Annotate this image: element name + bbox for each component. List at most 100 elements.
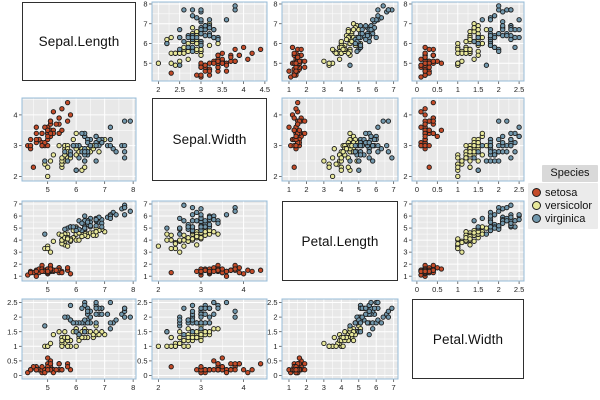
svg-text:0: 0 (143, 371, 147, 380)
svg-text:3: 3 (13, 248, 17, 257)
scatter-panel-row3-col1: 5 6 7 8 1 2 3 4 5 6 7 (13, 200, 137, 294)
svg-text:2: 2 (13, 260, 17, 269)
svg-text:7: 7 (392, 185, 396, 194)
legend-title: Species (542, 165, 598, 182)
svg-text:4: 4 (241, 85, 245, 94)
svg-text:7: 7 (403, 200, 407, 209)
diagonal-label-sepal-length: Sepal.Length (22, 2, 136, 81)
scatter-panel-row1-col4: 0 0.5 1 1.5 2 2.5 5 6 7 8 (403, 0, 525, 94)
svg-text:5: 5 (143, 224, 147, 233)
svg-text:0.5: 0.5 (137, 356, 147, 365)
svg-text:1: 1 (287, 383, 291, 392)
svg-text:0.5: 0.5 (432, 85, 442, 94)
svg-text:3: 3 (322, 185, 326, 194)
versicolor-swatch-icon (532, 201, 541, 210)
svg-text:6: 6 (143, 39, 147, 48)
svg-text:5: 5 (357, 185, 361, 194)
svg-text:5: 5 (403, 59, 407, 68)
svg-text:2: 2 (304, 383, 308, 392)
svg-text:8: 8 (131, 285, 135, 294)
scatter-panel-row3-col4: 0 0.5 1 1.5 2 2.5 1 2 3 4 5 6 7 (403, 200, 525, 294)
scatter-panel-row4-col1: 5 6 7 8 0 0.5 1 1.5 2 2.5 (7, 298, 137, 392)
svg-text:4: 4 (403, 236, 407, 245)
svg-text:2: 2 (304, 85, 308, 94)
svg-text:8: 8 (131, 185, 135, 194)
svg-text:6: 6 (74, 185, 78, 194)
svg-text:7: 7 (143, 200, 147, 209)
legend-item-versicolor: versicolor (532, 199, 594, 212)
svg-text:1: 1 (13, 342, 17, 351)
svg-text:2.5: 2.5 (514, 85, 524, 94)
svg-text:2: 2 (497, 85, 501, 94)
svg-text:6: 6 (74, 383, 78, 392)
legend-label: setosa (545, 186, 578, 199)
svg-text:4: 4 (273, 111, 277, 120)
svg-text:1: 1 (456, 85, 460, 94)
legend-items: setosa versicolor virginica (528, 183, 598, 229)
diagonal-label-petal-length: Petal.Length (282, 201, 398, 281)
svg-text:5: 5 (46, 285, 50, 294)
svg-text:8: 8 (273, 0, 277, 9)
svg-text:1: 1 (13, 272, 17, 281)
svg-text:3: 3 (273, 141, 277, 150)
svg-text:4: 4 (339, 185, 343, 194)
svg-text:3: 3 (143, 248, 147, 257)
svg-text:2: 2 (273, 313, 277, 322)
legend-label: virginica (545, 212, 586, 225)
svg-text:3: 3 (13, 141, 17, 150)
svg-text:4: 4 (13, 111, 17, 120)
svg-text:5: 5 (273, 59, 277, 68)
svg-text:4: 4 (143, 236, 147, 245)
svg-text:6: 6 (374, 185, 378, 194)
svg-text:1.5: 1.5 (7, 327, 17, 336)
svg-text:6: 6 (403, 212, 407, 221)
svg-text:7: 7 (103, 383, 107, 392)
scatter-panel-row1-col2: 2 2.5 3 3.5 4 4.5 5 6 7 8 (143, 0, 270, 94)
svg-text:1.5: 1.5 (267, 327, 277, 336)
svg-text:1: 1 (287, 185, 291, 194)
svg-text:2: 2 (497, 185, 501, 194)
scatter-panel-row4-col3: 1 2 3 4 5 6 7 0 0.5 1 1.5 2 2.5 (267, 298, 399, 392)
svg-text:3.5: 3.5 (217, 85, 227, 94)
svg-text:6: 6 (74, 285, 78, 294)
svg-text:1: 1 (456, 185, 460, 194)
svg-text:2: 2 (403, 260, 407, 269)
diagonal-label-petal-width: Petal.Width (412, 299, 524, 379)
svg-text:2: 2 (497, 285, 501, 294)
scatter-panel-row4-col2: 2 3 4 0 0.5 1 1.5 2 2.5 (137, 298, 268, 392)
svg-text:4: 4 (241, 383, 245, 392)
svg-text:4: 4 (339, 85, 343, 94)
svg-text:1: 1 (403, 272, 407, 281)
svg-text:6: 6 (374, 383, 378, 392)
svg-text:7: 7 (273, 19, 277, 28)
legend-item-virginica: virginica (532, 212, 594, 225)
scatter-panel-row2-col1: 5 6 7 8 2 3 4 (13, 97, 137, 194)
svg-text:2: 2 (156, 85, 160, 94)
svg-text:7: 7 (143, 19, 147, 28)
svg-text:1.5: 1.5 (473, 185, 483, 194)
setosa-swatch-icon (532, 188, 541, 197)
svg-text:2.5: 2.5 (267, 298, 277, 307)
scatter-panel-row1-col3: 1 2 3 4 5 6 7 5 6 7 8 (273, 0, 399, 94)
svg-text:1: 1 (143, 342, 147, 351)
svg-text:7: 7 (403, 19, 407, 28)
svg-text:2.5: 2.5 (7, 298, 17, 307)
svg-text:8: 8 (403, 0, 407, 9)
svg-text:0: 0 (415, 85, 419, 94)
svg-text:2: 2 (143, 313, 147, 322)
svg-text:5: 5 (46, 185, 50, 194)
svg-text:2: 2 (156, 285, 160, 294)
svg-text:5: 5 (403, 224, 407, 233)
svg-text:3: 3 (199, 85, 203, 94)
svg-text:2: 2 (403, 172, 407, 181)
svg-text:2: 2 (156, 383, 160, 392)
svg-text:1: 1 (456, 285, 460, 294)
svg-text:5: 5 (357, 383, 361, 392)
svg-text:6: 6 (403, 39, 407, 48)
svg-text:3: 3 (199, 285, 203, 294)
svg-text:5: 5 (46, 383, 50, 392)
svg-text:6: 6 (374, 85, 378, 94)
